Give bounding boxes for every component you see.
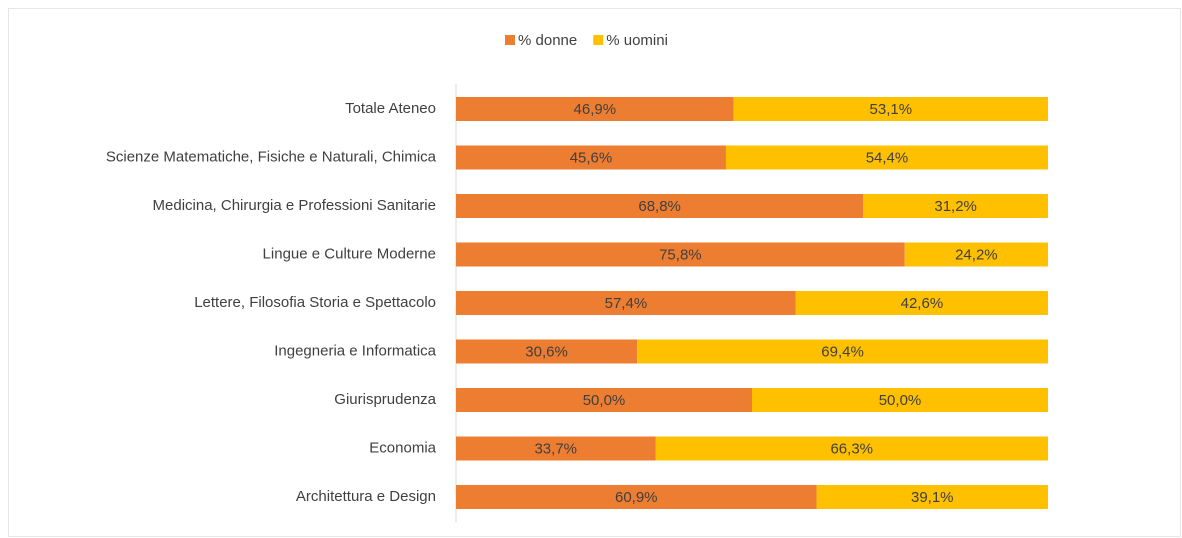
data-label: 46,9%	[574, 101, 617, 118]
bar-segment	[904, 242, 1048, 267]
bar-segment	[733, 97, 1048, 121]
bar-segment	[795, 291, 1048, 315]
bar-segment	[456, 436, 656, 461]
y-tick-label: Medicina, Chirurgia e Professioni Sanita…	[153, 197, 436, 214]
legend-swatch	[593, 35, 604, 45]
bar-segment	[863, 194, 1048, 218]
legend-label: % donne	[518, 32, 577, 49]
data-label: 30,6%	[525, 343, 568, 360]
data-label: 69,4%	[821, 343, 864, 360]
y-tick-label: Lettere, Filosofia Storia e Spettacolo	[194, 294, 436, 311]
y-tick-label: Economia	[369, 439, 436, 456]
data-label: 50,0%	[879, 392, 922, 409]
bar-segment	[725, 145, 1048, 170]
bar-segment	[456, 242, 905, 267]
data-label: 39,1%	[911, 489, 954, 506]
bar-segment	[816, 485, 1048, 509]
bar-segment	[456, 145, 726, 170]
data-label: 66,3%	[830, 440, 873, 457]
data-label: 57,4%	[605, 295, 648, 312]
data-label: 33,7%	[534, 440, 577, 457]
legend-swatch	[505, 35, 515, 45]
bar-segment	[456, 194, 864, 218]
y-tick-label: Architettura e Design	[296, 488, 436, 505]
y-tick-label: Scienze Matematiche, Fisiche e Naturali,…	[106, 148, 437, 165]
data-label: 45,6%	[570, 149, 613, 166]
bar-segment	[456, 485, 817, 509]
data-label: 68,8%	[638, 198, 681, 215]
bar-segment	[456, 97, 734, 121]
data-label: 60,9%	[615, 489, 658, 506]
data-label: 75,8%	[659, 246, 702, 263]
data-label: 42,6%	[901, 295, 944, 312]
bar-segment	[752, 388, 1048, 412]
y-tick-label: Totale Ateneo	[345, 100, 436, 117]
data-label: 50,0%	[583, 392, 626, 409]
data-label: 54,4%	[866, 149, 909, 166]
bar-segment	[637, 339, 1048, 364]
y-tick-label: Giurisprudenza	[334, 391, 436, 408]
bar-segment	[456, 339, 638, 364]
y-tick-label: Ingegneria e Informatica	[274, 342, 436, 359]
data-label: 53,1%	[870, 101, 913, 118]
bar-segment	[456, 291, 796, 315]
bar-segment	[456, 388, 752, 412]
legend-label: % uomini	[606, 32, 668, 49]
data-label: 24,2%	[955, 246, 998, 263]
chart-frame	[8, 8, 1181, 537]
y-tick-label: Lingue e Culture Moderne	[263, 245, 436, 262]
bar-segment	[655, 436, 1048, 461]
data-label: 31,2%	[934, 198, 977, 215]
